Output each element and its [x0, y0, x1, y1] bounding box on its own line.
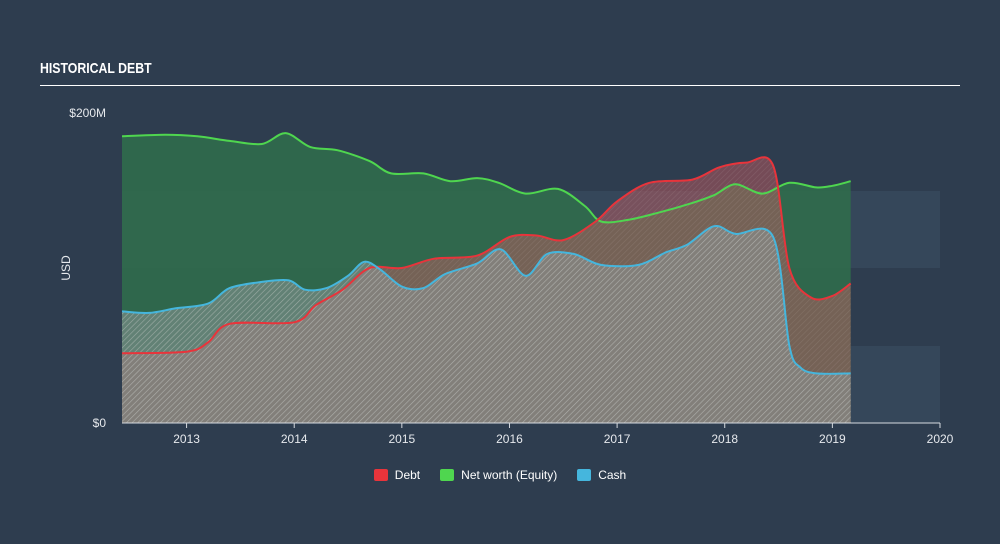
legend-label-debt: Debt — [394, 468, 421, 482]
x-tick-label-2019: 2019 — [819, 432, 846, 446]
axes: 2013 2014 2015 2016 2017 2018 2019 2020 $0 $200M — [69, 106, 953, 446]
plot-areas — [122, 133, 851, 423]
x-tick-label-2014: 2014 — [281, 432, 308, 446]
legend-item-equity[interactable]: Net worth (Equity) — [440, 468, 557, 482]
area-cash — [122, 225, 851, 423]
legend-item-cash[interactable]: Cash — [577, 468, 626, 482]
title-divider — [40, 85, 960, 86]
legend-swatch-equity — [440, 469, 455, 481]
y-tick-label-max: $200M — [69, 106, 106, 120]
legend-label-equity: Net worth (Equity) — [461, 468, 558, 482]
y-tick-label-min: $0 — [93, 416, 107, 430]
legend-label-cash: Cash — [598, 468, 627, 482]
line-equity — [121, 132, 851, 224]
x-tick-label-2018: 2018 — [711, 432, 738, 446]
line-debt — [121, 156, 852, 355]
y-axis-label: USD — [59, 255, 73, 281]
line-cash — [121, 224, 851, 375]
x-tick-label-2016: 2016 — [496, 432, 523, 446]
series-lines — [121, 132, 852, 375]
legend-swatch-debt — [373, 469, 388, 481]
chart-title: HISTORICAL DEBT — [40, 60, 152, 77]
x-tick-label-2020: 2020 — [927, 432, 954, 446]
x-tick-label-2017: 2017 — [604, 432, 631, 446]
legend: Debt Net worth (Equity) Cash — [0, 468, 1000, 482]
x-tick-label-2015: 2015 — [388, 432, 415, 446]
x-tick-label-2013: 2013 — [173, 432, 200, 446]
legend-item-debt[interactable]: Debt — [373, 468, 421, 482]
legend-swatch-cash — [577, 469, 592, 481]
